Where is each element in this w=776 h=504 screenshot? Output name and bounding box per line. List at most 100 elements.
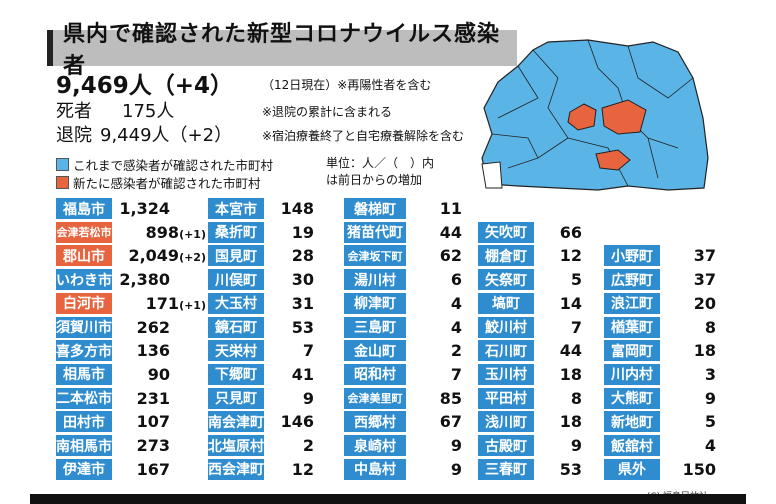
case-count-value: 28 xyxy=(291,246,314,266)
case-count: 4 xyxy=(406,294,462,313)
case-count-value: 12 xyxy=(559,246,582,266)
table-row: 棚倉町 12 xyxy=(478,245,582,267)
municipality-name: 富岡町 xyxy=(604,340,660,362)
municipality-name: 棚倉町 xyxy=(478,245,534,267)
case-count: 18 xyxy=(534,365,582,384)
legend-blue-label: これまで感染者が確認された市町村 xyxy=(73,158,274,173)
municipality-name: 郡山市 xyxy=(56,245,112,267)
table-row: 白河市 171(+1) xyxy=(56,292,206,314)
case-increase: (+1) xyxy=(179,227,206,241)
total-cases: 9,469人（+4） xyxy=(56,73,234,99)
table-row: 伊達市 167 xyxy=(56,458,170,480)
case-count-value: 18 xyxy=(693,341,716,361)
table-row: 玉川村 18 xyxy=(478,363,582,385)
case-count: 37 xyxy=(660,270,716,289)
case-count: 7 xyxy=(534,318,582,337)
case-count-value: 273 xyxy=(136,436,170,455)
municipality-name: 天栄村 xyxy=(208,340,264,362)
table-row: 川内村 3 xyxy=(604,363,716,385)
table-row: 喜多方市 136 xyxy=(56,340,170,362)
municipality-name: 会津若松市 xyxy=(56,221,112,243)
table-row: 下郷町 41 xyxy=(208,363,314,385)
municipality-name: 只見町 xyxy=(208,387,264,409)
table-row: 広野町 37 xyxy=(604,269,716,291)
case-count: 1,324 xyxy=(112,199,170,218)
case-count-value: 44 xyxy=(439,222,462,242)
municipality-name: 喜多方市 xyxy=(56,340,112,362)
table-row: 南相馬市 273 xyxy=(56,435,170,456)
case-count-value: 7 xyxy=(570,317,582,337)
municipality-name: 西会津町 xyxy=(208,458,264,480)
table-row: 天栄村 7 xyxy=(208,340,314,362)
case-count: 11 xyxy=(406,199,462,218)
municipality-name: 三春町 xyxy=(478,458,534,480)
case-count-value: 4 xyxy=(704,436,716,455)
map-region-shirakawa xyxy=(595,149,631,171)
municipality-name: 金山町 xyxy=(344,340,406,362)
table-row: 三春町 53 xyxy=(478,458,582,480)
case-count: 44 xyxy=(534,341,582,360)
map-region-koriyama xyxy=(601,99,647,135)
case-count-value: 898 xyxy=(145,222,180,242)
case-count-value: 12 xyxy=(291,459,314,479)
table-row: 金山町 2 xyxy=(344,340,462,362)
case-count: 53 xyxy=(264,318,314,337)
legend-blue: これまで感染者が確認された市町村 xyxy=(56,155,273,174)
table-row: 飯舘村 4 xyxy=(604,435,716,456)
case-count: 7 xyxy=(406,365,462,384)
case-count-value: 11 xyxy=(439,199,462,218)
table-row: 富岡町 18 xyxy=(604,340,716,362)
legend-red-swatch xyxy=(56,176,69,189)
municipality-name: 川俣町 xyxy=(208,269,264,291)
table-row: 磐梯町 11 xyxy=(344,198,462,219)
case-count: 9 xyxy=(660,389,716,408)
table-row: 楢葉町 8 xyxy=(604,316,716,338)
case-count: 66 xyxy=(534,223,582,242)
table-row: 昭和村 7 xyxy=(344,363,462,385)
case-count: 2 xyxy=(264,436,314,455)
table-row: 田村市 107 xyxy=(56,411,170,433)
case-count-value: 41 xyxy=(291,364,314,384)
case-count: 41 xyxy=(264,365,314,384)
municipality-name: 白河市 xyxy=(56,292,112,314)
case-count: 5 xyxy=(660,412,716,431)
case-count-value: 150 xyxy=(682,459,716,479)
municipality-name: 南相馬市 xyxy=(56,435,112,456)
table-row: 平田村 8 xyxy=(478,387,582,409)
case-count: 6 xyxy=(406,270,462,289)
table-row: 川俣町 30 xyxy=(208,269,314,291)
case-count-value: 37 xyxy=(693,246,716,266)
case-count-value: 31 xyxy=(291,293,314,313)
table-row: 本宮市 148 xyxy=(208,198,314,219)
case-count-value: 9 xyxy=(302,388,314,408)
municipality-name: 鏡石町 xyxy=(208,316,264,338)
recovered-value: 9,449人（+2） xyxy=(100,125,233,146)
case-count-value: 8 xyxy=(570,388,582,408)
municipality-name: 泉崎村 xyxy=(344,435,406,456)
case-count: 18 xyxy=(660,341,716,360)
case-count-value: 9 xyxy=(704,388,716,408)
case-count-value: 30 xyxy=(291,270,314,290)
case-count: 9 xyxy=(406,460,462,479)
municipality-name: 桑折町 xyxy=(208,221,264,243)
case-count-value: 6 xyxy=(450,270,462,290)
case-count: 28 xyxy=(264,246,314,265)
municipality-name: 猪苗代町 xyxy=(344,221,406,243)
case-count: 148 xyxy=(264,199,314,218)
municipality-name: 中島村 xyxy=(344,458,406,480)
case-count-value: 171 xyxy=(145,293,180,313)
case-count: 2,049(+2) xyxy=(112,246,206,265)
case-count-value: 7 xyxy=(450,364,462,384)
case-count: 898(+1) xyxy=(112,223,206,242)
case-count-value: 3 xyxy=(704,364,716,384)
case-count-value: 37 xyxy=(693,270,716,290)
case-count: 231 xyxy=(112,389,170,408)
case-count: 273 xyxy=(112,436,170,455)
municipality-name: 会津美里町 xyxy=(344,387,406,409)
deaths-value: 175人 xyxy=(122,101,175,122)
table-row: 西郷村 67 xyxy=(344,411,462,433)
bottom-rule xyxy=(30,494,746,504)
case-count: 20 xyxy=(660,294,716,313)
municipality-name: 国見町 xyxy=(208,245,264,267)
